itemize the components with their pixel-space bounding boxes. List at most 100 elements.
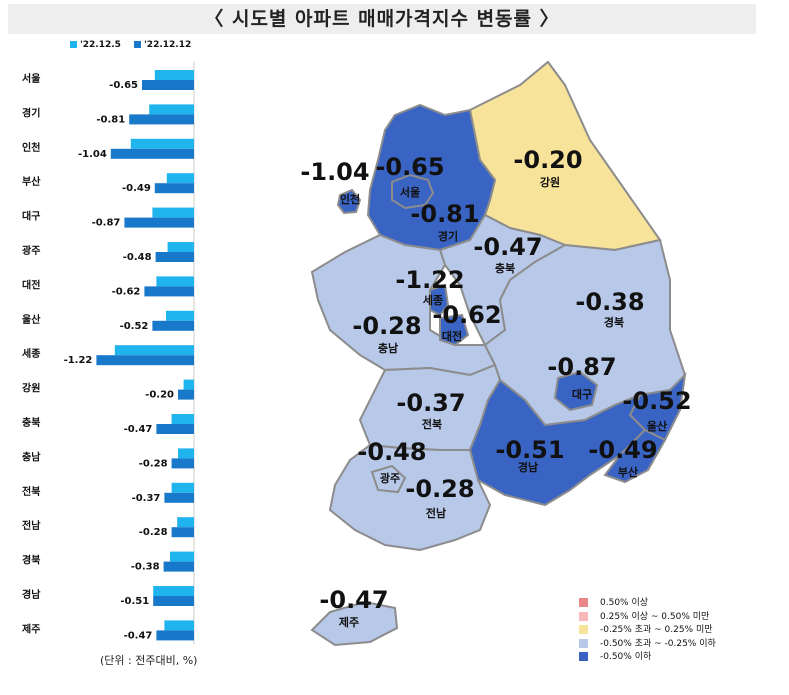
bar-chart: 서울 -0.65 경기 -0.81 인천 -1.04 부산 -0.49 대구 -0.87 광주 -0.… [22, 62, 195, 645]
map-value-label: -0.62 [432, 301, 501, 329]
region-daejeon [439, 313, 470, 347]
map-region-label: 경기 [438, 229, 458, 243]
region-jeonnam [328, 443, 492, 552]
bar-series-2 [96, 355, 194, 366]
bar-series-1 [167, 242, 194, 252]
title-bar: 〈 시도별 아파트 매매가격지수 변동률 〉 [8, 4, 756, 34]
bar-series-2 [171, 527, 194, 538]
map-legend: 0.50% 이상 0.25% 이상 ~ 0.50% 미만 -0.25% 초과 ~ 0… [579, 597, 716, 665]
map-value-label: -0.47 [473, 233, 542, 261]
bar-series-1 [153, 586, 194, 596]
data-label: -1.22 [64, 355, 93, 366]
page-title: 〈 시도별 아파트 매매가격지수 변동률 〉 [204, 8, 560, 30]
data-label: -0.62 [112, 286, 141, 297]
tick-label: 대구 [22, 210, 40, 223]
map-region-label: 세종 [423, 293, 443, 307]
map-value-label: -0.81 [410, 200, 479, 228]
legend-swatch-series-1 [70, 41, 77, 48]
map-value-label: -0.51 [495, 436, 564, 464]
bar-series-1 [170, 551, 194, 562]
map-region-label: 제주 [339, 615, 359, 629]
bar-series-1 [164, 620, 194, 631]
data-label: -0.20 [145, 390, 174, 401]
map-value-label: -0.49 [588, 436, 657, 464]
tick-label: 제주 [22, 622, 40, 635]
bar-series-2 [152, 320, 194, 331]
legend-item-series-2: '22.12.12 [134, 40, 191, 50]
map-region-label: 경북 [604, 315, 624, 329]
tick-label: 강원 [22, 382, 40, 395]
map-legend-item: 0.25% 이상 ~ 0.50% 미만 [579, 611, 716, 625]
map-value-label: -0.20 [513, 146, 582, 174]
legend-label-series-2: '22.12.12 [144, 40, 192, 50]
map-legend-label: -0.25% 초과 ~ 0.25% 미만 [600, 625, 713, 635]
data-label: -0.47 [124, 630, 153, 641]
tick-label: 대전 [22, 278, 40, 291]
bar-series-1 [130, 138, 194, 149]
data-label: -0.28 [139, 527, 168, 538]
map-region-label: 서울 [400, 185, 420, 199]
tick-label: 충북 [22, 416, 40, 429]
map-value-label: -0.52 [622, 387, 691, 415]
bar-series-2 [144, 286, 194, 297]
map-region-label: 강원 [540, 175, 560, 189]
tick-label: 전남 [22, 519, 41, 532]
data-label: -0.65 [109, 80, 138, 91]
map-value-label: -0.37 [396, 389, 465, 417]
map-legend-label: -0.50% 이하 [600, 652, 652, 662]
bar-series-1 [114, 345, 194, 356]
map-legend-label: 0.25% 이상 ~ 0.50% 미만 [600, 611, 710, 622]
tick-label: 부산 [22, 175, 41, 188]
map-region-label: 부산 [618, 465, 638, 479]
data-label: -0.51 [120, 596, 149, 607]
bar-series-1 [166, 310, 194, 321]
bar-series-1 [177, 517, 194, 528]
bar-series-1 [149, 104, 194, 115]
map-legend-item: 0.50% 이상 [579, 597, 716, 611]
data-label: -1.04 [78, 149, 107, 160]
map-region-label: 광주 [380, 472, 400, 485]
bar-series-2 [178, 389, 194, 400]
bar-series-2 [156, 630, 194, 641]
map-legend-swatch [579, 652, 588, 661]
bar-series-2 [124, 217, 194, 228]
data-label: -0.48 [123, 252, 152, 263]
data-label: -0.37 [132, 493, 161, 504]
data-label: -0.81 [96, 114, 125, 125]
data-label: -0.38 [131, 562, 160, 573]
bar-series-1 [171, 482, 194, 493]
bar-series-2 [156, 424, 194, 434]
map-value-label: -1.04 [300, 158, 369, 186]
bar-series-1 [154, 70, 194, 80]
tick-label: 울산 [22, 313, 41, 326]
map-legend-swatch [579, 625, 588, 634]
tick-label: 충남 [22, 450, 41, 463]
map-region-label: 충북 [495, 261, 515, 275]
tick-label: 서울 [22, 72, 40, 85]
data-label: -0.52 [120, 321, 149, 332]
map-value-label: -1.22 [395, 266, 464, 294]
map-region-label: 대전 [442, 329, 462, 343]
bar-series-2 [164, 492, 194, 503]
map-value-label: -0.65 [375, 153, 444, 181]
map-legend-item: -0.50% 초과 ~ -0.25% 이하 [579, 638, 716, 652]
region-seoul [391, 173, 435, 210]
map-region-label: 울산 [647, 419, 667, 433]
map-region-label: 충남 [378, 341, 398, 355]
region-incheon [336, 188, 362, 215]
bar-series-2 [154, 183, 194, 194]
bar-legend: '22.12.5 '22.12.12 [70, 40, 201, 50]
tick-label: 경기 [22, 106, 40, 119]
map-legend-swatch [579, 598, 588, 607]
bar-series-2 [153, 596, 194, 606]
bar-series-1 [183, 379, 194, 390]
data-label: -0.47 [124, 424, 153, 435]
unit-note: (단위 : 전주대비, %) [100, 654, 198, 667]
bar-series-2 [155, 252, 194, 262]
map-value-label: -0.87 [547, 353, 616, 381]
map-legend-swatch [579, 638, 588, 648]
map-legend-swatch [579, 611, 588, 621]
map-legend-label: 0.50% 이상 [600, 598, 649, 608]
region-daegu [553, 370, 599, 412]
map-region-label: 전남 [426, 506, 446, 520]
